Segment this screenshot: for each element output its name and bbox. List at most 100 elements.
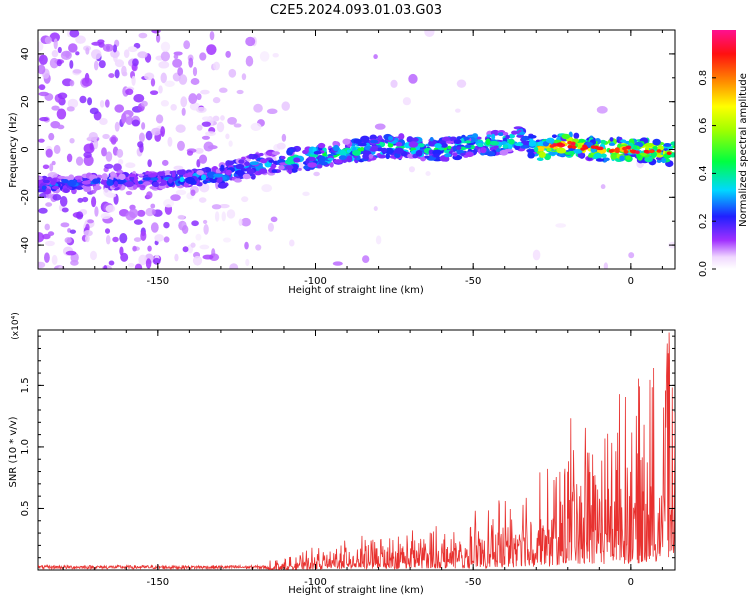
spectrogram-cell bbox=[373, 54, 378, 60]
spectrogram-cell bbox=[108, 73, 115, 78]
spectrogram-cell bbox=[69, 79, 75, 87]
spectrogram-cell bbox=[158, 182, 165, 186]
spectrogram-cell bbox=[42, 233, 51, 240]
spectrogram-cell bbox=[292, 163, 299, 171]
spectrogram-cell bbox=[284, 159, 294, 165]
spectrogram-cell bbox=[620, 139, 627, 143]
spectrogram-cell bbox=[447, 145, 452, 150]
spectrogram-cell bbox=[408, 73, 418, 84]
spectrogram-cell bbox=[132, 245, 137, 252]
spectrogram-cell bbox=[289, 148, 294, 153]
spectrogram-cell bbox=[93, 60, 99, 71]
spectrogram-cell bbox=[452, 152, 458, 157]
spectrogram-cell bbox=[90, 49, 102, 60]
spectrogram-cell bbox=[567, 144, 573, 149]
spectrogram-cell bbox=[170, 194, 181, 202]
spectrogram-cell bbox=[173, 165, 184, 171]
spectrogram-cell bbox=[629, 149, 635, 153]
spectrogram-cell bbox=[83, 151, 92, 159]
spectrogram-cell bbox=[146, 191, 153, 199]
spectrogram-cell bbox=[114, 59, 125, 68]
spectrogram-ylabel: Frequency (Hz) bbox=[8, 112, 19, 188]
spectrogram-cell bbox=[75, 156, 84, 166]
spectrogram-cell bbox=[508, 139, 515, 145]
spectrogram-cell bbox=[555, 223, 567, 228]
spectrogram-cell bbox=[177, 214, 185, 220]
spectrogram-cell bbox=[652, 145, 658, 150]
spectrogram-cell bbox=[209, 31, 215, 41]
spectrogram-cell bbox=[377, 154, 386, 159]
spectrogram-cell bbox=[38, 207, 48, 214]
spectrogram-cell bbox=[445, 140, 454, 144]
spectrogram-cell bbox=[51, 50, 59, 58]
spectrogram-cell bbox=[125, 88, 134, 96]
spectrogram-cell bbox=[394, 147, 404, 154]
spectrogram-cell bbox=[489, 140, 499, 146]
spectrogram-cell bbox=[596, 106, 608, 114]
spectrogram-cell bbox=[601, 157, 608, 163]
spectrogram-cell bbox=[49, 163, 54, 172]
spectrogram-cell bbox=[390, 79, 398, 88]
spectrogram-cell bbox=[313, 150, 322, 155]
spectrogram-cell bbox=[237, 170, 245, 177]
spectrogram-cell bbox=[48, 132, 55, 141]
spectrogram-cell bbox=[68, 174, 75, 181]
spectrogram-cell bbox=[656, 154, 664, 158]
spectrogram-cell bbox=[369, 139, 379, 144]
spectrogram-cell bbox=[241, 196, 249, 203]
spectrogram-cell bbox=[156, 171, 166, 177]
x-tick-label: 0 bbox=[628, 577, 634, 588]
spectrogram-cell bbox=[318, 155, 326, 163]
spectrogram-cell bbox=[261, 184, 273, 193]
spectrogram-cell bbox=[39, 116, 49, 122]
spectrogram-cell bbox=[42, 164, 50, 170]
spectrogram-cell bbox=[278, 165, 285, 170]
spectrogram-cell bbox=[142, 177, 152, 181]
spectrogram-cell bbox=[338, 155, 347, 160]
spectrogram-cell bbox=[456, 146, 462, 150]
spectrogram-cell bbox=[548, 151, 557, 156]
spectrogram-cell bbox=[66, 106, 75, 112]
spectrogram-cell bbox=[57, 46, 62, 54]
y-tick-label: 40 bbox=[20, 48, 31, 61]
spectrogram-cell bbox=[238, 159, 245, 164]
spectrogram-cell bbox=[480, 147, 487, 154]
spectrogram-cell bbox=[628, 252, 635, 259]
spectrogram-cell bbox=[192, 255, 203, 266]
spectrogram-cell bbox=[608, 149, 614, 153]
spectrogram-cell bbox=[151, 208, 156, 215]
spectrogram-cell bbox=[214, 211, 220, 222]
spectrogram-cell bbox=[571, 145, 577, 149]
spectrogram-cell bbox=[196, 124, 203, 131]
spectrogram-cell bbox=[452, 145, 458, 152]
spectrogram-cell bbox=[244, 241, 249, 250]
spectrogram-cell bbox=[608, 142, 616, 146]
y-tick-label: 20 bbox=[20, 95, 31, 108]
spectrogram-cell bbox=[270, 216, 278, 223]
spectrogram-cell bbox=[537, 157, 544, 161]
spectrogram-cell bbox=[69, 229, 77, 234]
spectrogram-cell bbox=[198, 197, 207, 203]
x-tick-label: -50 bbox=[465, 276, 481, 287]
spectrogram-cell bbox=[411, 137, 419, 142]
spectrogram-cell bbox=[167, 136, 173, 147]
spectrogram-cell bbox=[571, 138, 580, 143]
spectrogram-cell bbox=[129, 176, 135, 181]
spectrogram-cell bbox=[220, 115, 225, 121]
spectrogram-cell bbox=[346, 155, 353, 163]
spectrogram-cell bbox=[346, 149, 351, 153]
spectrogram-cell bbox=[225, 50, 231, 58]
spectrogram-cell bbox=[119, 233, 128, 244]
spectrogram-cell bbox=[83, 185, 92, 193]
spectrogram-cell bbox=[181, 225, 189, 234]
spectrogram-cell bbox=[190, 242, 196, 248]
spectrogram-cell bbox=[123, 49, 130, 58]
spectrogram-cell bbox=[138, 132, 145, 143]
spectrogram-cell bbox=[440, 142, 448, 148]
spectrogram-cell bbox=[456, 79, 467, 88]
spectrogram-cell bbox=[327, 157, 334, 161]
spectrogram-cell bbox=[56, 108, 67, 120]
spectrogram-cell bbox=[545, 137, 555, 144]
spectrogram-cell bbox=[599, 139, 607, 145]
spectrogram-cell bbox=[643, 149, 649, 154]
